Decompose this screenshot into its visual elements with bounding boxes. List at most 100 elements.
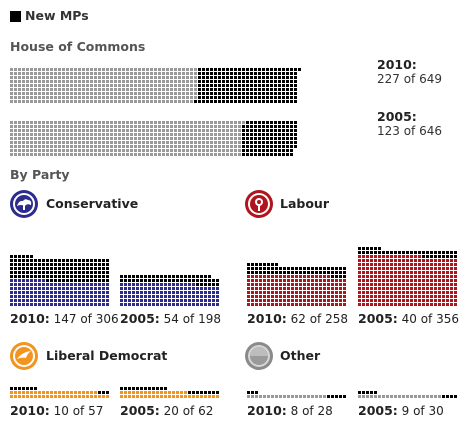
waffle-square bbox=[46, 68, 49, 71]
waffle-square bbox=[132, 387, 135, 390]
waffle-square bbox=[291, 271, 294, 274]
waffle-square bbox=[86, 80, 89, 83]
waffle-square bbox=[106, 88, 109, 91]
party-name-other: Other bbox=[280, 348, 321, 363]
waffle-square bbox=[160, 299, 163, 302]
waffle-square bbox=[134, 100, 137, 103]
waffle-square bbox=[106, 283, 109, 286]
waffle-square bbox=[259, 287, 262, 290]
waffle-square bbox=[22, 121, 25, 124]
waffle-square bbox=[136, 279, 139, 282]
waffle-square bbox=[390, 279, 393, 282]
waffle-square bbox=[114, 100, 117, 103]
waffle-square bbox=[210, 88, 213, 91]
waffle-square bbox=[258, 100, 261, 103]
waffle-square bbox=[442, 299, 445, 302]
waffle-square bbox=[208, 303, 211, 306]
waffle-square bbox=[58, 88, 61, 91]
waffle-square bbox=[294, 129, 297, 132]
waffle-square bbox=[374, 255, 377, 258]
waffle-square bbox=[262, 129, 265, 132]
waffle-square bbox=[122, 141, 125, 144]
waffle-square bbox=[254, 96, 257, 99]
waffle-square bbox=[270, 100, 273, 103]
waffle-square bbox=[38, 133, 41, 136]
waffle-square bbox=[278, 72, 281, 75]
waffle-square bbox=[90, 299, 93, 302]
waffle-square bbox=[174, 76, 177, 79]
waffle-square bbox=[214, 133, 217, 136]
waffle-square bbox=[82, 295, 85, 298]
waffle-square bbox=[74, 291, 77, 294]
waffle-square bbox=[327, 279, 330, 282]
waffle-square bbox=[366, 395, 369, 398]
waffle-square bbox=[307, 395, 310, 398]
waffle-square bbox=[160, 287, 163, 290]
waffle-square bbox=[110, 84, 113, 87]
waffle-square bbox=[46, 121, 49, 124]
waffle-square bbox=[242, 84, 245, 87]
waffle-square bbox=[22, 391, 25, 394]
waffle-square bbox=[22, 92, 25, 95]
waffle-square bbox=[30, 80, 33, 83]
waffle-square bbox=[164, 295, 167, 298]
waffle-square bbox=[50, 84, 53, 87]
waffle-square bbox=[275, 283, 278, 286]
waffle-square bbox=[262, 100, 265, 103]
waffle-square bbox=[246, 88, 249, 91]
waffle-square bbox=[42, 125, 45, 128]
waffle-square bbox=[299, 299, 302, 302]
waffle-square bbox=[82, 145, 85, 148]
waffle-square bbox=[291, 283, 294, 286]
waffle-square bbox=[366, 267, 369, 270]
waffle-square bbox=[146, 72, 149, 75]
waffle-square bbox=[70, 68, 73, 71]
waffle-square bbox=[180, 295, 183, 298]
waffle-square bbox=[146, 137, 149, 140]
waffle-square bbox=[430, 303, 433, 306]
waffle-square bbox=[140, 287, 143, 290]
waffle-square bbox=[438, 251, 441, 254]
waffle-square bbox=[339, 291, 342, 294]
waffle-square bbox=[90, 259, 93, 262]
waffle-square bbox=[156, 275, 159, 278]
waffle-square bbox=[358, 263, 361, 266]
waffle-square bbox=[152, 295, 155, 298]
waffle-square bbox=[120, 299, 123, 302]
waffle-square bbox=[446, 295, 449, 298]
waffle-square bbox=[38, 80, 41, 83]
waffle-square bbox=[106, 279, 109, 282]
waffle-square bbox=[230, 149, 233, 152]
waffle-square bbox=[10, 283, 13, 286]
waffle-square bbox=[198, 88, 201, 91]
waffle-square bbox=[162, 80, 165, 83]
waffle-square bbox=[114, 76, 117, 79]
waffle-square bbox=[14, 137, 17, 140]
waffle-square bbox=[210, 121, 213, 124]
waffle-square bbox=[62, 279, 65, 282]
waffle-square bbox=[14, 299, 17, 302]
waffle-square bbox=[290, 125, 293, 128]
waffle-square bbox=[10, 295, 13, 298]
waffle-square bbox=[398, 299, 401, 302]
waffle-square bbox=[434, 283, 437, 286]
waffle-square bbox=[78, 271, 81, 274]
waffle-square bbox=[192, 299, 195, 302]
waffle-square bbox=[422, 271, 425, 274]
waffle-square bbox=[382, 395, 385, 398]
waffle-square bbox=[247, 279, 250, 282]
waffle-square bbox=[311, 395, 314, 398]
waffle-square bbox=[282, 133, 285, 136]
waffle-square bbox=[30, 100, 33, 103]
waffle-square bbox=[86, 76, 89, 79]
waffle-square bbox=[34, 395, 37, 398]
waffle-square bbox=[50, 100, 53, 103]
waffle-square bbox=[132, 303, 135, 306]
waffle-square bbox=[74, 271, 77, 274]
waffle-square bbox=[382, 271, 385, 274]
waffle-square bbox=[230, 145, 233, 148]
waffle-square bbox=[160, 295, 163, 298]
waffle-square bbox=[370, 287, 373, 290]
waffle-square bbox=[430, 295, 433, 298]
waffle-square bbox=[454, 279, 457, 282]
